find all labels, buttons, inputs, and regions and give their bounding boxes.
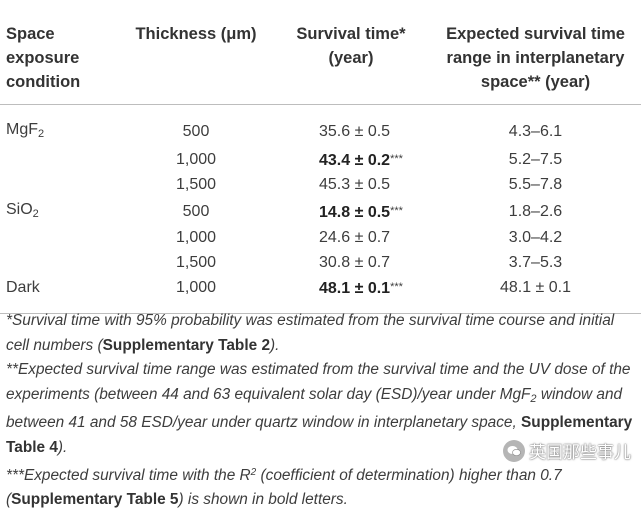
cell-expected: 3.7–5.3: [508, 253, 563, 271]
cell-condition: Dark: [0, 275, 120, 314]
survival-table: Space exposure condition Thickness (μm) …: [0, 0, 641, 314]
header-condition-line2: exposure: [6, 49, 80, 67]
table-row: MgF2 500 35.6 ± 0.5 4.3–6.1: [0, 105, 641, 147]
table-row: 1,500 30.8 ± 0.7 3.7–5.3: [0, 251, 641, 276]
cell-condition: [0, 226, 120, 251]
survival-table-container: Space exposure condition Thickness (μm) …: [0, 0, 641, 314]
cell-condition: SiO2: [0, 198, 120, 227]
survival-value: 35.6 ± 0.5: [319, 123, 391, 140]
table-row: 1,000 43.4 ± 0.2*** 5.2–7.5: [0, 147, 641, 174]
header-row: Space exposure condition Thickness (μm) …: [0, 0, 641, 105]
watermark-text: 英国那些事儿: [529, 443, 631, 463]
header-condition: Space exposure condition: [0, 0, 120, 105]
cell-survival: 43.4 ± 0.2***: [272, 147, 430, 174]
footnote-3-text: ***Expected survival time with the R: [6, 466, 251, 484]
footnote-2-subscript: 2: [530, 392, 537, 405]
survival-value: 24.6 ± 0.7: [319, 229, 391, 246]
cell-survival: 45.3 ± 0.5: [272, 173, 430, 198]
header-thickness: Thickness (μm): [120, 0, 272, 105]
significance-stars: ***: [390, 281, 403, 293]
watermark: 英国那些事儿: [503, 438, 631, 463]
cell-thickness: 500: [182, 123, 210, 140]
cell-survival: 14.8 ± 0.5***: [272, 198, 430, 227]
cell-survival: 30.8 ± 0.7: [272, 251, 430, 276]
header-thickness-text: Thickness (μm): [135, 25, 257, 43]
footnote-3: ***Expected survival time with the R2 (c…: [6, 461, 636, 513]
wechat-icon: [503, 439, 525, 462]
survival-value: 45.3 ± 0.5: [319, 176, 391, 193]
table-row: Dark 1,000 48.1 ± 0.1*** 48.1 ± 0.1: [0, 275, 641, 314]
wechat-icon-glyph: [507, 445, 521, 456]
footnote-2-ref: Supplementary Table 4: [6, 414, 633, 456]
survival-value: 14.8 ± 0.5: [319, 203, 391, 221]
cell-thickness: 500: [182, 202, 210, 220]
header-expected-line3: space** (year): [480, 73, 591, 91]
survival-value: 43.4 ± 0.2: [319, 151, 391, 169]
cell-expected: 48.1 ± 0.1: [430, 275, 641, 314]
significance-stars: ***: [390, 152, 403, 165]
cell-survival: 24.6 ± 0.7: [272, 226, 430, 251]
header-survival-line1: Survival time*: [296, 25, 406, 43]
table-row: SiO2 500 14.8 ± 0.5*** 1.8–2.6: [0, 198, 641, 227]
footnote-1-ref: Supplementary Table 2: [102, 336, 271, 354]
condition-text: MgF: [6, 121, 38, 138]
footnote-1-end: ).: [270, 336, 280, 354]
footnote-2-text-mid: window and between 41 and 58 ESD/year un…: [6, 385, 623, 432]
cell-thickness: 1,000: [175, 229, 217, 246]
cell-thickness: 1,000: [175, 150, 217, 168]
cell-condition: [0, 251, 120, 276]
condition-text: Dark: [6, 279, 40, 296]
condition-text: SiO: [6, 200, 33, 218]
cell-survival: 35.6 ± 0.5: [272, 105, 430, 147]
cell-expected: 5.2–7.5: [508, 150, 563, 168]
header-condition-line1: Space: [6, 25, 55, 43]
cell-condition: MgF2: [0, 105, 120, 147]
footnote-1-text: *Survival time with 95% probability was …: [6, 312, 615, 354]
table-row: 1,500 45.3 ± 0.5 5.5–7.8: [0, 173, 641, 198]
condition-subscript: 2: [38, 128, 45, 140]
cell-expected: 4.3–6.1: [508, 123, 563, 140]
header-survival: Survival time* (year): [272, 0, 430, 105]
footnote-2: **Expected survival time range was estim…: [6, 358, 636, 460]
survival-value: 30.8 ± 0.7: [319, 253, 391, 271]
footnote-2-end: ).: [57, 438, 68, 456]
footnote-3-superscript: 2: [250, 466, 257, 478]
cell-thickness: 1,500: [175, 253, 217, 271]
survival-value: 48.1 ± 0.1: [319, 280, 391, 297]
table-body: MgF2 500 35.6 ± 0.5 4.3–6.1 1,000 43.4 ± 0.2*…: [0, 105, 641, 314]
footnote-3-ref: Supplementary Table 5: [11, 491, 179, 509]
header-expected-line2: range in interplanetary: [446, 49, 625, 67]
cell-expected: 5.5–7.8: [508, 176, 563, 193]
cell-thickness: 1,500: [175, 176, 217, 193]
header-condition-line3: condition: [6, 73, 81, 91]
footnote-1: *Survival time with 95% probability was …: [6, 309, 636, 358]
footnote-3-end: ) is shown in bold letters.: [178, 491, 348, 509]
cell-condition: [0, 173, 120, 198]
cell-thickness: 1,000: [120, 275, 272, 314]
table-row: 1,000 24.6 ± 0.7 3.0–4.2: [0, 226, 641, 251]
header-expected-line1: Expected survival time: [446, 25, 625, 43]
cell-expected: 1.8–2.6: [508, 202, 563, 220]
significance-stars: ***: [390, 204, 403, 217]
cell-survival: 48.1 ± 0.1***: [272, 275, 430, 314]
header-expected: Expected survival time range in interpla…: [430, 0, 641, 105]
footnotes: *Survival time with 95% probability was …: [6, 309, 636, 513]
cell-expected: 3.0–4.2: [508, 229, 563, 246]
table-header: Space exposure condition Thickness (μm) …: [0, 0, 641, 105]
condition-subscript: 2: [32, 207, 39, 220]
cell-condition: [0, 147, 120, 174]
footnote-2-text: **Expected survival time range was estim…: [6, 361, 631, 403]
header-survival-line2: (year): [328, 49, 374, 67]
